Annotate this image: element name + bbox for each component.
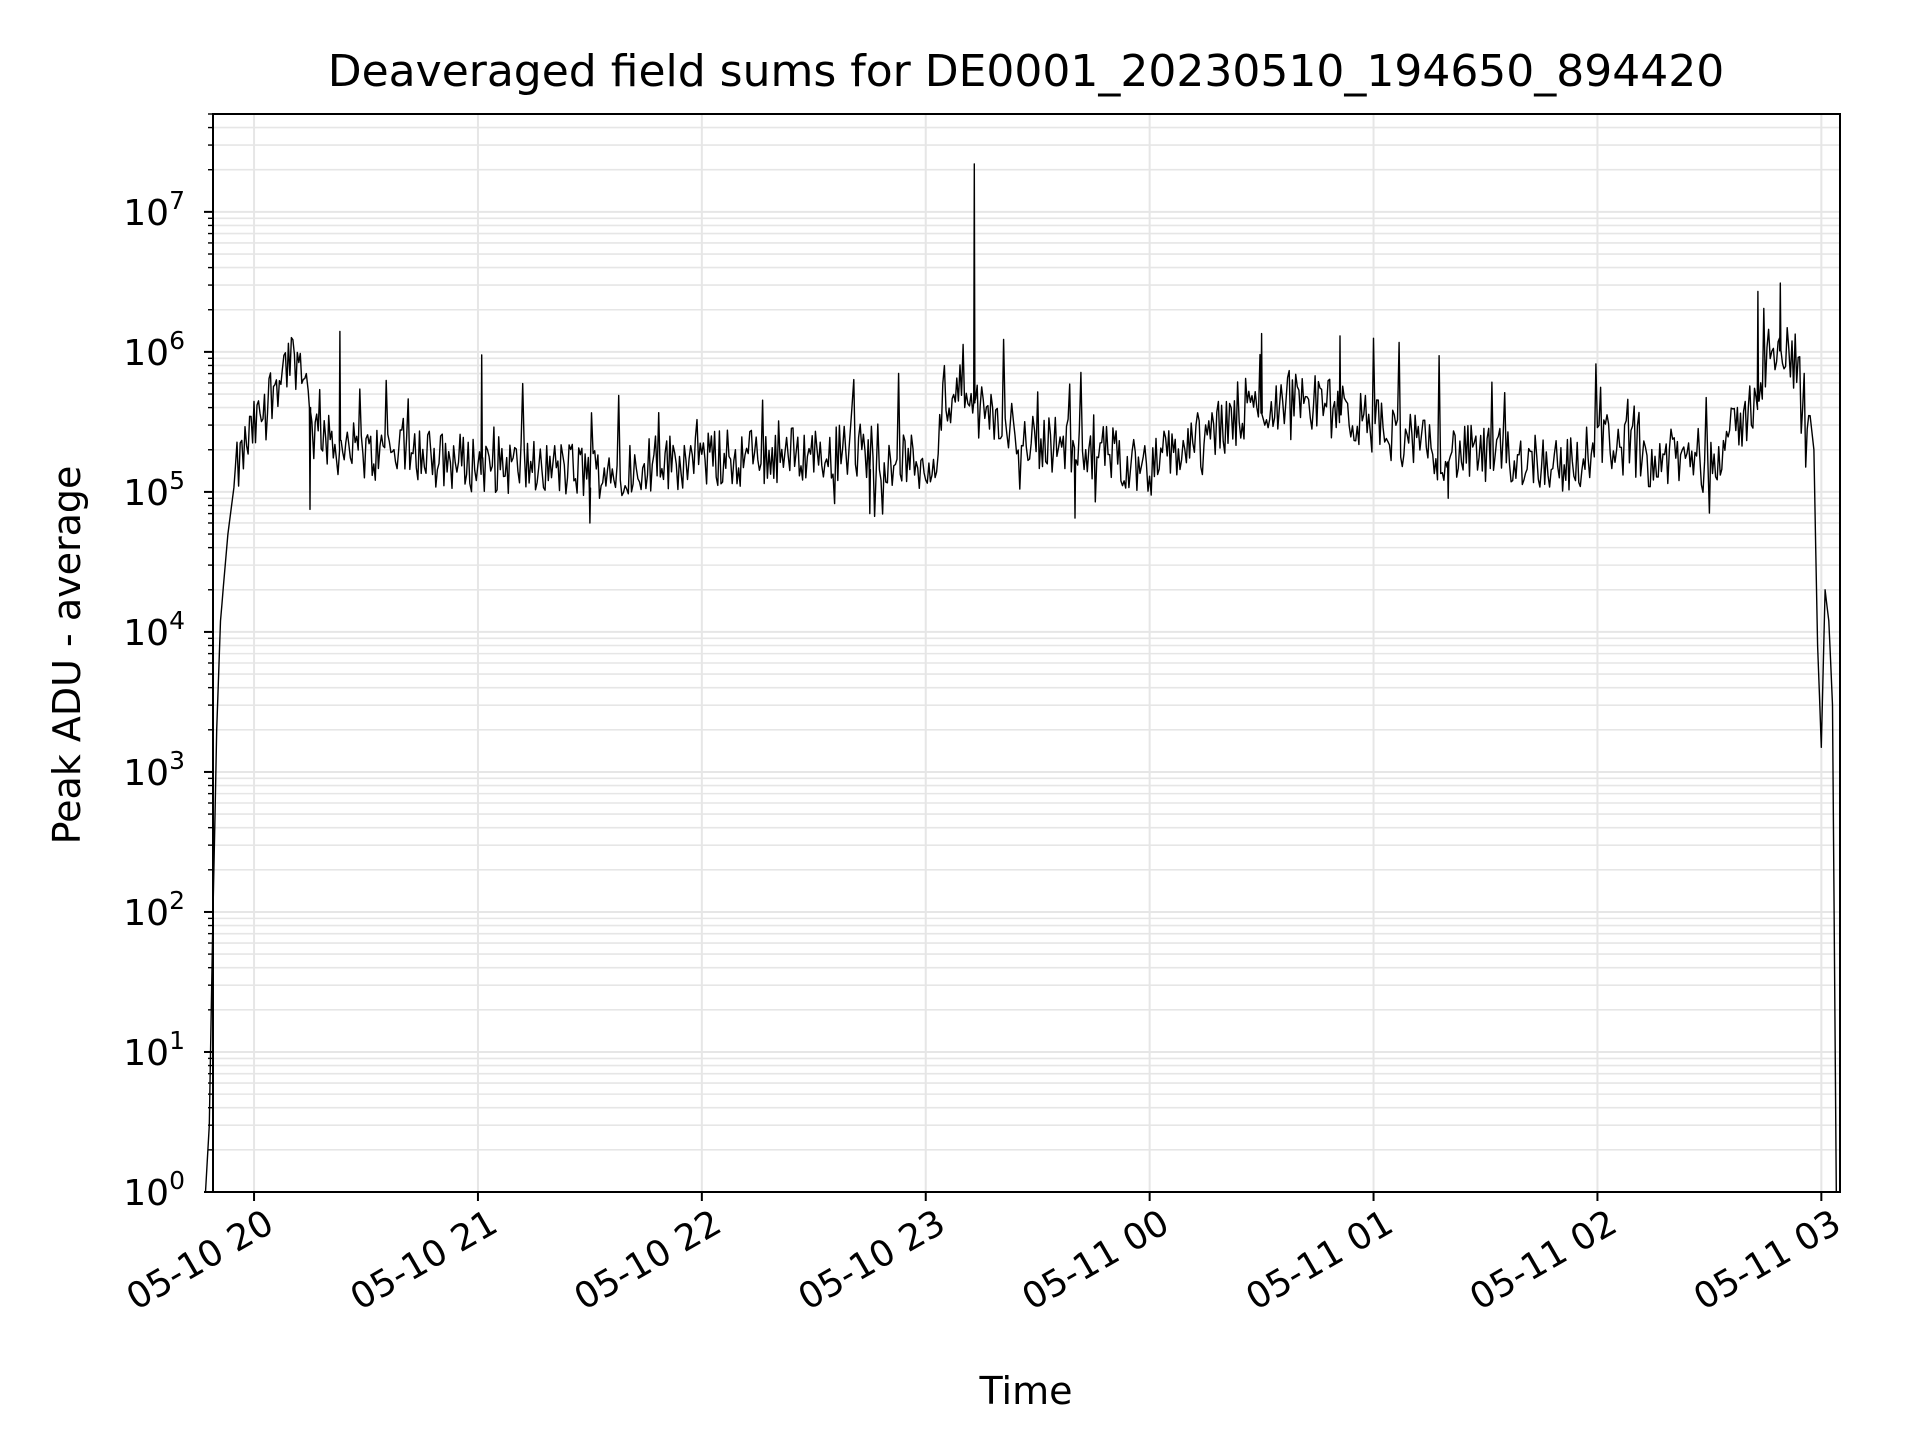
y-tick-label: 104 [123, 606, 185, 654]
chart-title: Deaveraged field sums for DE0001_2023051… [328, 46, 1725, 97]
y-tick-label: 105 [123, 466, 185, 514]
y-tick-label: 107 [123, 186, 185, 234]
series-line [204, 163, 1837, 1193]
y-tick-label: 106 [123, 326, 185, 374]
y-tick-label: 103 [123, 746, 185, 794]
y-axis-label: Peak ADU - average [45, 466, 89, 845]
grid-minor [213, 113, 1840, 1151]
y-tick-label: 101 [123, 1026, 185, 1074]
series-layer [204, 163, 1837, 1193]
x-axis-label: Time [979, 1369, 1073, 1413]
y-tick-label: 102 [123, 886, 185, 934]
y-axis: 100 101 102 103 104 105 106 107 [123, 113, 213, 1214]
y-tick-label: 100 [123, 1166, 185, 1214]
